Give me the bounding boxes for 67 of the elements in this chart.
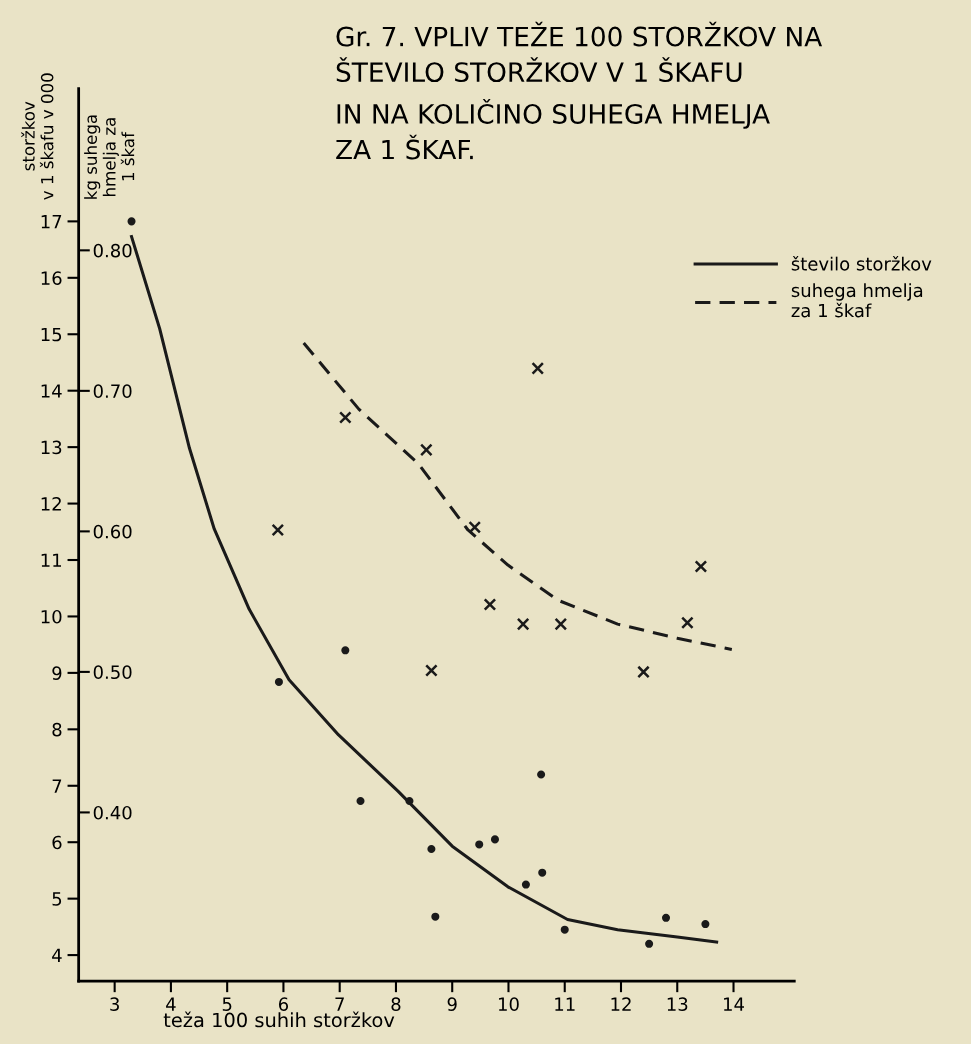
x-tick-label: 5 (222, 997, 232, 1011)
y2-axis-title: kg suhega hmelja za 1 škaf (84, 115, 135, 199)
point (271, 523, 285, 537)
point (645, 939, 654, 948)
point (490, 835, 499, 844)
y2-tick-label: 0.40 (93, 805, 132, 820)
point (419, 443, 433, 457)
point (531, 361, 545, 375)
line-series (130, 235, 719, 944)
x-tick-label: 13 (667, 997, 688, 1011)
legend-label: število storžkov (791, 255, 932, 271)
x-tick-label: 11 (555, 997, 575, 1011)
point (431, 912, 440, 921)
point (341, 646, 350, 655)
point (127, 217, 136, 226)
y-tick-label: 7 (52, 779, 62, 793)
y-tick-label: 10 (41, 609, 62, 624)
y-tick-label: 13 (41, 440, 62, 455)
point (425, 664, 438, 677)
point (694, 560, 708, 573)
y-tick-label: 17 (41, 215, 62, 229)
point (427, 844, 436, 854)
point (701, 920, 710, 929)
point (521, 880, 530, 889)
y-tick-label: 15 (41, 327, 62, 342)
point (483, 598, 497, 611)
x-tick-label: 3 (110, 997, 119, 1011)
y-tick-label: 12 (41, 497, 61, 511)
y-tick-label: 6 (52, 835, 62, 850)
point (554, 617, 568, 631)
y-tick-label: 16 (41, 271, 62, 285)
x-tick-label: 12 (611, 997, 631, 1011)
x-tick-label: 4 (166, 997, 176, 1011)
point (560, 925, 569, 934)
point (661, 913, 671, 922)
point (637, 665, 650, 679)
x-tick-label: 9 (447, 997, 457, 1011)
point (405, 796, 414, 806)
line-series (302, 341, 734, 651)
point (338, 411, 352, 424)
x-axis-title: teža 100 suhih storžkov (163, 1011, 395, 1028)
y-tick-label: 11 (41, 553, 62, 567)
chart-title: Gr. 7. VPLIV TEŽE 100 STORŽKOV NA ŠTEVILO STORŽKOV V 1 ŠKAFU IN NA KOLIČINO SUHEGA HMELJA ZA 1 ŠKAF. (336, 21, 823, 160)
y-tick-label: 4 (52, 948, 62, 962)
point (680, 616, 694, 630)
x-tick-label: 14 (724, 997, 744, 1011)
x-tick-label: 10 (498, 997, 519, 1011)
y2-tick-label: 0.60 (93, 524, 132, 539)
y2-tick-label: 0.80 (93, 243, 132, 258)
y-tick-label: 8 (52, 722, 62, 737)
y-tick-label: 14 (41, 384, 62, 398)
point (537, 770, 546, 779)
point (274, 677, 283, 686)
y-tick-label: 9 (52, 666, 62, 680)
y-tick-label: 5 (52, 892, 62, 906)
x-tick-label: 8 (391, 997, 401, 1011)
legend-label: suhega hmelja za 1 škaf (791, 283, 923, 318)
y2-tick-label: 0.70 (93, 384, 132, 398)
point (475, 840, 484, 849)
x-tick-label: 7 (335, 997, 344, 1011)
point (468, 520, 482, 534)
point (538, 868, 547, 877)
point (356, 796, 365, 806)
x-tick-label: 6 (278, 997, 289, 1011)
y2-tick-label: 0.50 (93, 665, 132, 680)
y-axis-title: storžkov v 1 škafu v 000 (21, 73, 54, 200)
point (516, 617, 530, 631)
